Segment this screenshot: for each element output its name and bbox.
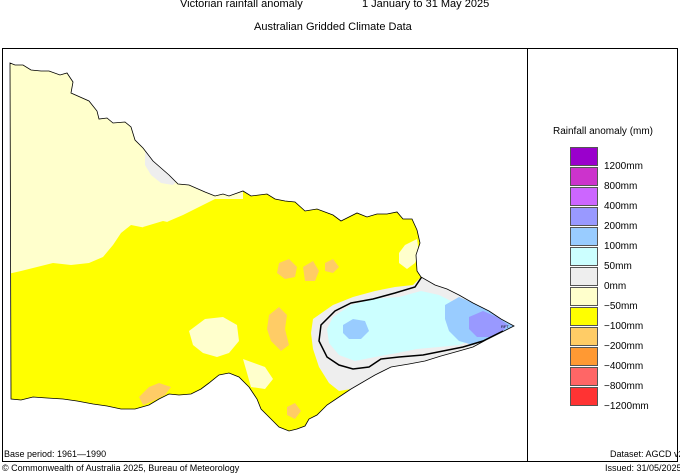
legend-divider [527,48,528,462]
map-period: 1 January to 31 May 2025 [362,0,490,10]
legend-label: 200mm [604,221,638,232]
legend-title: Rainfall anomaly (mm) [552,126,654,137]
region-minus-50-southwest [189,317,239,357]
region-plus-50-east [327,291,479,361]
legend-swatch [570,227,598,246]
dataset-label: Dataset: AGCD v2 [610,449,680,459]
victoria-outline [9,62,515,432]
legend-swatch [570,267,598,286]
legend-label: 400mm [604,201,638,212]
issued-date: Issued: 31/05/2025 [605,463,680,473]
legend-swatch [570,187,598,206]
region-plus-200-east [469,311,508,337]
legend-swatch [570,387,598,406]
legend-swatch [570,307,598,326]
region-minus-50-ne-patch [399,239,419,269]
legend-label: 800mm [604,181,638,192]
region-minus-200-b [303,261,319,281]
map-frame [2,48,678,462]
region-minus-200-e [139,383,171,405]
region-minus-50-south-patch [243,359,273,389]
region-minus-200-a [277,259,297,279]
region-minus-100-coast [63,353,209,409]
region-minus-100-notch [143,221,181,239]
base-period: Base period: 1961—1990 [4,449,107,459]
legend-label: −800mm [604,381,644,392]
legend-label: −100mm [604,321,644,332]
legend-label: −50mm [604,301,638,312]
zero-anomaly-contour [318,274,504,370]
region-minus-100-northeast [305,211,417,245]
map-title: Victorian rainfall anomaly [180,0,303,10]
legend-swatch [570,247,598,266]
legend-label: 1200mm [604,161,643,172]
legend-swatch [570,367,598,386]
legend-label: 50mm [604,261,632,272]
legend-label: −200mm [604,341,644,352]
place-label: RFT [501,324,509,329]
legend-swatch [570,347,598,366]
legend-swatch [570,207,598,226]
copyright: © Commonwealth of Australia 2025, Bureau… [2,463,240,473]
map-subtitle: Australian Gridded Climate Data [254,21,412,33]
region-minus-200-d [267,307,289,351]
legend-label: 100mm [604,241,638,252]
legend-swatch [570,147,598,166]
legend-swatch [570,327,598,346]
victoria-rainfall-map: RFT [9,62,515,432]
legend-label: −1200mm [604,401,649,412]
legend-swatch [570,167,598,186]
legend-label: 0mm [604,281,627,292]
legend-label: −400mm [604,361,644,372]
region-minus-200-f [287,403,301,419]
region-minus-200-c [325,259,339,273]
region-plus-100-west-blob [343,319,369,339]
legend-swatch [570,287,598,306]
